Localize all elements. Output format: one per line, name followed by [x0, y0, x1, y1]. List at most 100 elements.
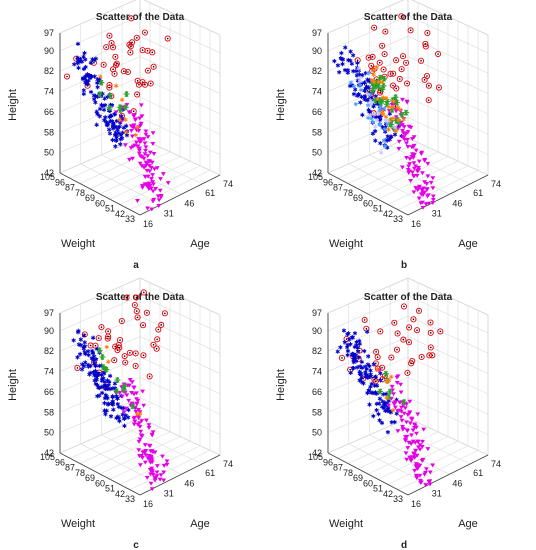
- panel-d: 4250586674829097334251606978879610516314…: [275, 277, 501, 550]
- data-point: [143, 453, 149, 458]
- data-point: [381, 112, 386, 117]
- data-point: [120, 68, 127, 75]
- data-point: [417, 443, 423, 448]
- data-point: [409, 433, 414, 438]
- data-point: [381, 138, 387, 143]
- data-point: [149, 460, 155, 465]
- data-point: [98, 74, 103, 79]
- y-tick-label: 33: [125, 214, 135, 224]
- y-gridline: [129, 450, 211, 491]
- data-point: [136, 151, 142, 156]
- data-point: [83, 64, 88, 70]
- data-point: [91, 354, 97, 359]
- data-point: [116, 344, 123, 351]
- data-point: [149, 160, 155, 165]
- data-point: [164, 462, 170, 467]
- data-point: [135, 125, 140, 130]
- data-point: [358, 87, 364, 93]
- y-gridline: [387, 445, 469, 485]
- data-point: [122, 359, 129, 366]
- data-point: [112, 343, 119, 350]
- data-point: [388, 410, 393, 415]
- data-point: [335, 63, 341, 68]
- data-point: [88, 89, 94, 95]
- data-point: [89, 356, 95, 361]
- data-point: [88, 60, 94, 65]
- data-point: [429, 352, 436, 359]
- data-point: [393, 99, 400, 106]
- data-point: [125, 383, 131, 388]
- data-point: [399, 111, 406, 118]
- data-point: [150, 131, 156, 136]
- data-point: [119, 114, 124, 119]
- data-point: [374, 354, 381, 361]
- grid: [59, 0, 221, 216]
- data-point: [410, 439, 416, 444]
- grid: [59, 277, 221, 496]
- data-point: [420, 171, 425, 176]
- data-point: [88, 74, 94, 79]
- data-point: [124, 68, 131, 76]
- data-point: [418, 478, 423, 483]
- data-point: [140, 322, 147, 329]
- data-point: [355, 365, 360, 370]
- data-point: [400, 128, 405, 133]
- data-point: [117, 418, 122, 424]
- data-point: [430, 197, 436, 202]
- data-point: [132, 143, 138, 148]
- data-point: [391, 99, 396, 104]
- data-point: [403, 435, 408, 440]
- data-point: [383, 114, 389, 120]
- data-point: [394, 381, 400, 386]
- data-point: [129, 391, 134, 396]
- data-point: [110, 386, 116, 391]
- data-point: [148, 165, 154, 170]
- data-point: [351, 68, 356, 74]
- data-point: [392, 125, 398, 130]
- data-point: [405, 145, 411, 150]
- data-point: [408, 125, 414, 130]
- data-point: [404, 369, 411, 376]
- data-point: [420, 457, 426, 462]
- z-gridline: [327, 277, 409, 314]
- data-point: [93, 363, 98, 369]
- data-point: [381, 75, 388, 82]
- data-point: [145, 135, 151, 140]
- data-point: [369, 77, 374, 83]
- data-point: [417, 473, 423, 478]
- data-point: [373, 138, 378, 143]
- data-point: [97, 393, 102, 398]
- data-point: [113, 144, 118, 149]
- data-point: [113, 130, 118, 135]
- data-point: [141, 81, 148, 88]
- z-tick-label: 74: [44, 367, 54, 377]
- data-point: [146, 181, 152, 186]
- data-point: [78, 337, 83, 342]
- data-point: [359, 380, 364, 385]
- data-point: [134, 397, 139, 402]
- data-point: [367, 113, 373, 118]
- z-tick-label: 66: [44, 387, 54, 397]
- data-point: [90, 348, 95, 354]
- data-point: [99, 354, 106, 361]
- data-point: [418, 151, 424, 156]
- data-point: [394, 375, 400, 380]
- data-point: [377, 396, 383, 401]
- data-point: [403, 451, 409, 456]
- data-point: [97, 106, 103, 111]
- data-point: [398, 390, 404, 395]
- y-tick-label: 60: [95, 478, 105, 488]
- data-point: [106, 32, 113, 39]
- data-point: [76, 328, 81, 334]
- data-point: [381, 95, 386, 100]
- data-point: [372, 128, 378, 134]
- x-tick-label: 16: [143, 219, 153, 229]
- data-point: [113, 60, 120, 67]
- data-point: [428, 180, 434, 185]
- z-gridline: [327, 336, 409, 372]
- data-point: [132, 350, 139, 357]
- data-points: [63, 15, 171, 212]
- data-point: [104, 394, 110, 399]
- data-point: [156, 204, 162, 209]
